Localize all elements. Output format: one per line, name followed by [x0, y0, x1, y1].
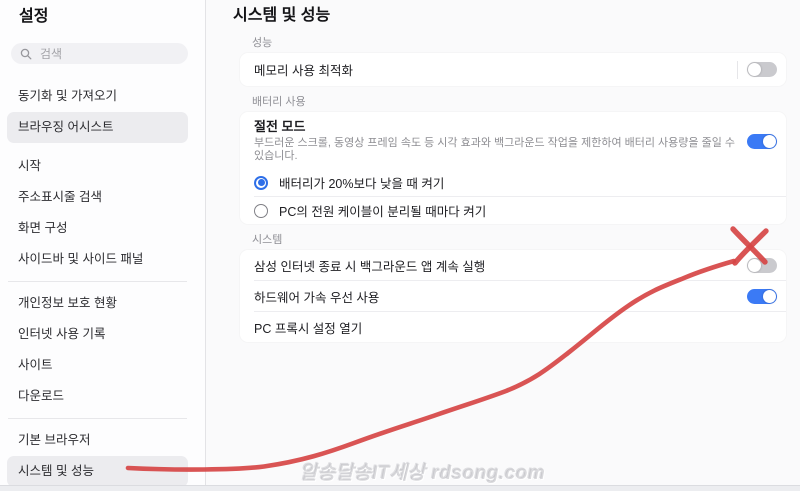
radio-power-cable-button[interactable] — [254, 203, 268, 218]
performance-card: 메모리 사용 최적화 — [240, 53, 786, 86]
power-saving-toggle[interactable] — [747, 133, 777, 149]
radio-battery-20-row[interactable]: 배터리가 20%보다 낮을 때 켜기 — [240, 169, 786, 196]
power-saving-row[interactable]: 절전 모드 부드러운 스크롤, 동영상 프레임 속도 등 시각 효과와 백그라운… — [240, 112, 786, 169]
main-content: 시스템 및 성능 성능 메모리 사용 최적화 배터리 사용 절전 모드 부드러운… — [207, 0, 800, 491]
sidebar-item-address-bar-search[interactable]: 주소표시줄 검색 — [18, 190, 102, 204]
sidebar-divider — [8, 281, 187, 282]
row-separator — [737, 60, 738, 79]
sidebar-item-system-performance[interactable]: 시스템 및 성능 — [7, 456, 188, 487]
memory-optimization-row[interactable]: 메모리 사용 최적화 — [240, 53, 786, 86]
search-box[interactable] — [11, 43, 188, 64]
radio-power-cable-row[interactable]: PC의 전원 케이블이 분리될 때마다 켜기 — [240, 197, 786, 224]
power-saving-text: 절전 모드 부드러운 스크롤, 동영상 프레임 속도 등 시각 효과와 백그라운… — [254, 119, 747, 163]
sidebar-group-gap — [0, 143, 205, 151]
memory-optimization-label: 메모리 사용 최적화 — [254, 64, 353, 78]
bottom-edge-strip — [0, 485, 800, 491]
search-input[interactable] — [38, 45, 179, 62]
sidebar-item-default-browser[interactable]: 기본 브라우저 — [18, 433, 91, 447]
section-label-performance: 성능 — [252, 37, 273, 49]
toggle-knob — [763, 134, 776, 148]
section-label-battery: 배터리 사용 — [252, 96, 306, 108]
sidebar-menu: 동기화 및 가져오기 브라우징 어시스트 시작 주소표시줄 검색 화면 구성 사… — [0, 81, 205, 487]
sidebar-item-screen-layout[interactable]: 화면 구성 — [18, 221, 68, 235]
sidebar-title: 설정 — [19, 8, 49, 25]
settings-sidebar: 설정 동기화 및 가져오기 브라우징 어시스트 시작 주소표시줄 검색 화면 구… — [0, 0, 206, 491]
sidebar-item-sites[interactable]: 사이트 — [18, 358, 53, 372]
toggle-knob — [763, 289, 776, 303]
sidebar-item-sync-import[interactable]: 동기화 및 가져오기 — [18, 89, 117, 103]
sidebar-item-startup[interactable]: 시작 — [18, 159, 42, 173]
system-card: 삼성 인터넷 종료 시 백그라운드 앱 계속 실행 하드웨어 가속 우선 사용 … — [240, 250, 786, 342]
radio-power-cable-label: PC의 전원 케이블이 분리될 때마다 켜기 — [279, 205, 487, 219]
radio-battery-20-label: 배터리가 20%보다 낮을 때 켜기 — [279, 177, 445, 191]
sidebar-divider — [8, 418, 187, 419]
power-saving-title: 절전 모드 — [254, 119, 306, 134]
proxy-settings-row[interactable]: PC 프록시 설정 열기 — [240, 312, 786, 342]
power-saving-description: 부드러운 스크롤, 동영상 프레임 속도 등 시각 효과와 백그라운드 작업을 … — [254, 137, 735, 162]
toggle-knob — [748, 258, 761, 272]
memory-optimization-toggle[interactable] — [747, 62, 777, 77]
background-app-toggle[interactable] — [747, 257, 777, 273]
section-label-system: 시스템 — [252, 234, 283, 246]
sidebar-item-browsing-history[interactable]: 인터넷 사용 기록 — [18, 327, 106, 341]
hardware-acceleration-toggle[interactable] — [747, 288, 777, 304]
card-divider — [254, 196, 786, 197]
battery-card: 절전 모드 부드러운 스크롤, 동영상 프레임 속도 등 시각 효과와 백그라운… — [240, 112, 786, 224]
sidebar-item-privacy-dashboard[interactable]: 개인정보 보호 현황 — [18, 296, 117, 310]
radio-battery-20-button[interactable] — [254, 175, 268, 190]
background-app-label: 삼성 인터넷 종료 시 백그라운드 앱 계속 실행 — [254, 259, 486, 274]
toggle-knob — [748, 63, 761, 76]
hardware-acceleration-label: 하드웨어 가속 우선 사용 — [254, 290, 380, 305]
background-app-row[interactable]: 삼성 인터넷 종료 시 백그라운드 앱 계속 실행 — [240, 250, 786, 280]
sidebar-item-downloads[interactable]: 다운로드 — [18, 389, 65, 403]
hardware-acceleration-row[interactable]: 하드웨어 가속 우선 사용 — [240, 281, 786, 311]
page-title: 시스템 및 성능 — [233, 7, 331, 24]
sidebar-item-browsing-assist[interactable]: 브라우징 어시스트 — [7, 112, 188, 143]
sidebar-item-sidebar-panel[interactable]: 사이드바 및 사이드 패널 — [18, 252, 144, 266]
search-icon — [20, 48, 32, 60]
proxy-settings-label: PC 프록시 설정 열기 — [254, 321, 363, 336]
